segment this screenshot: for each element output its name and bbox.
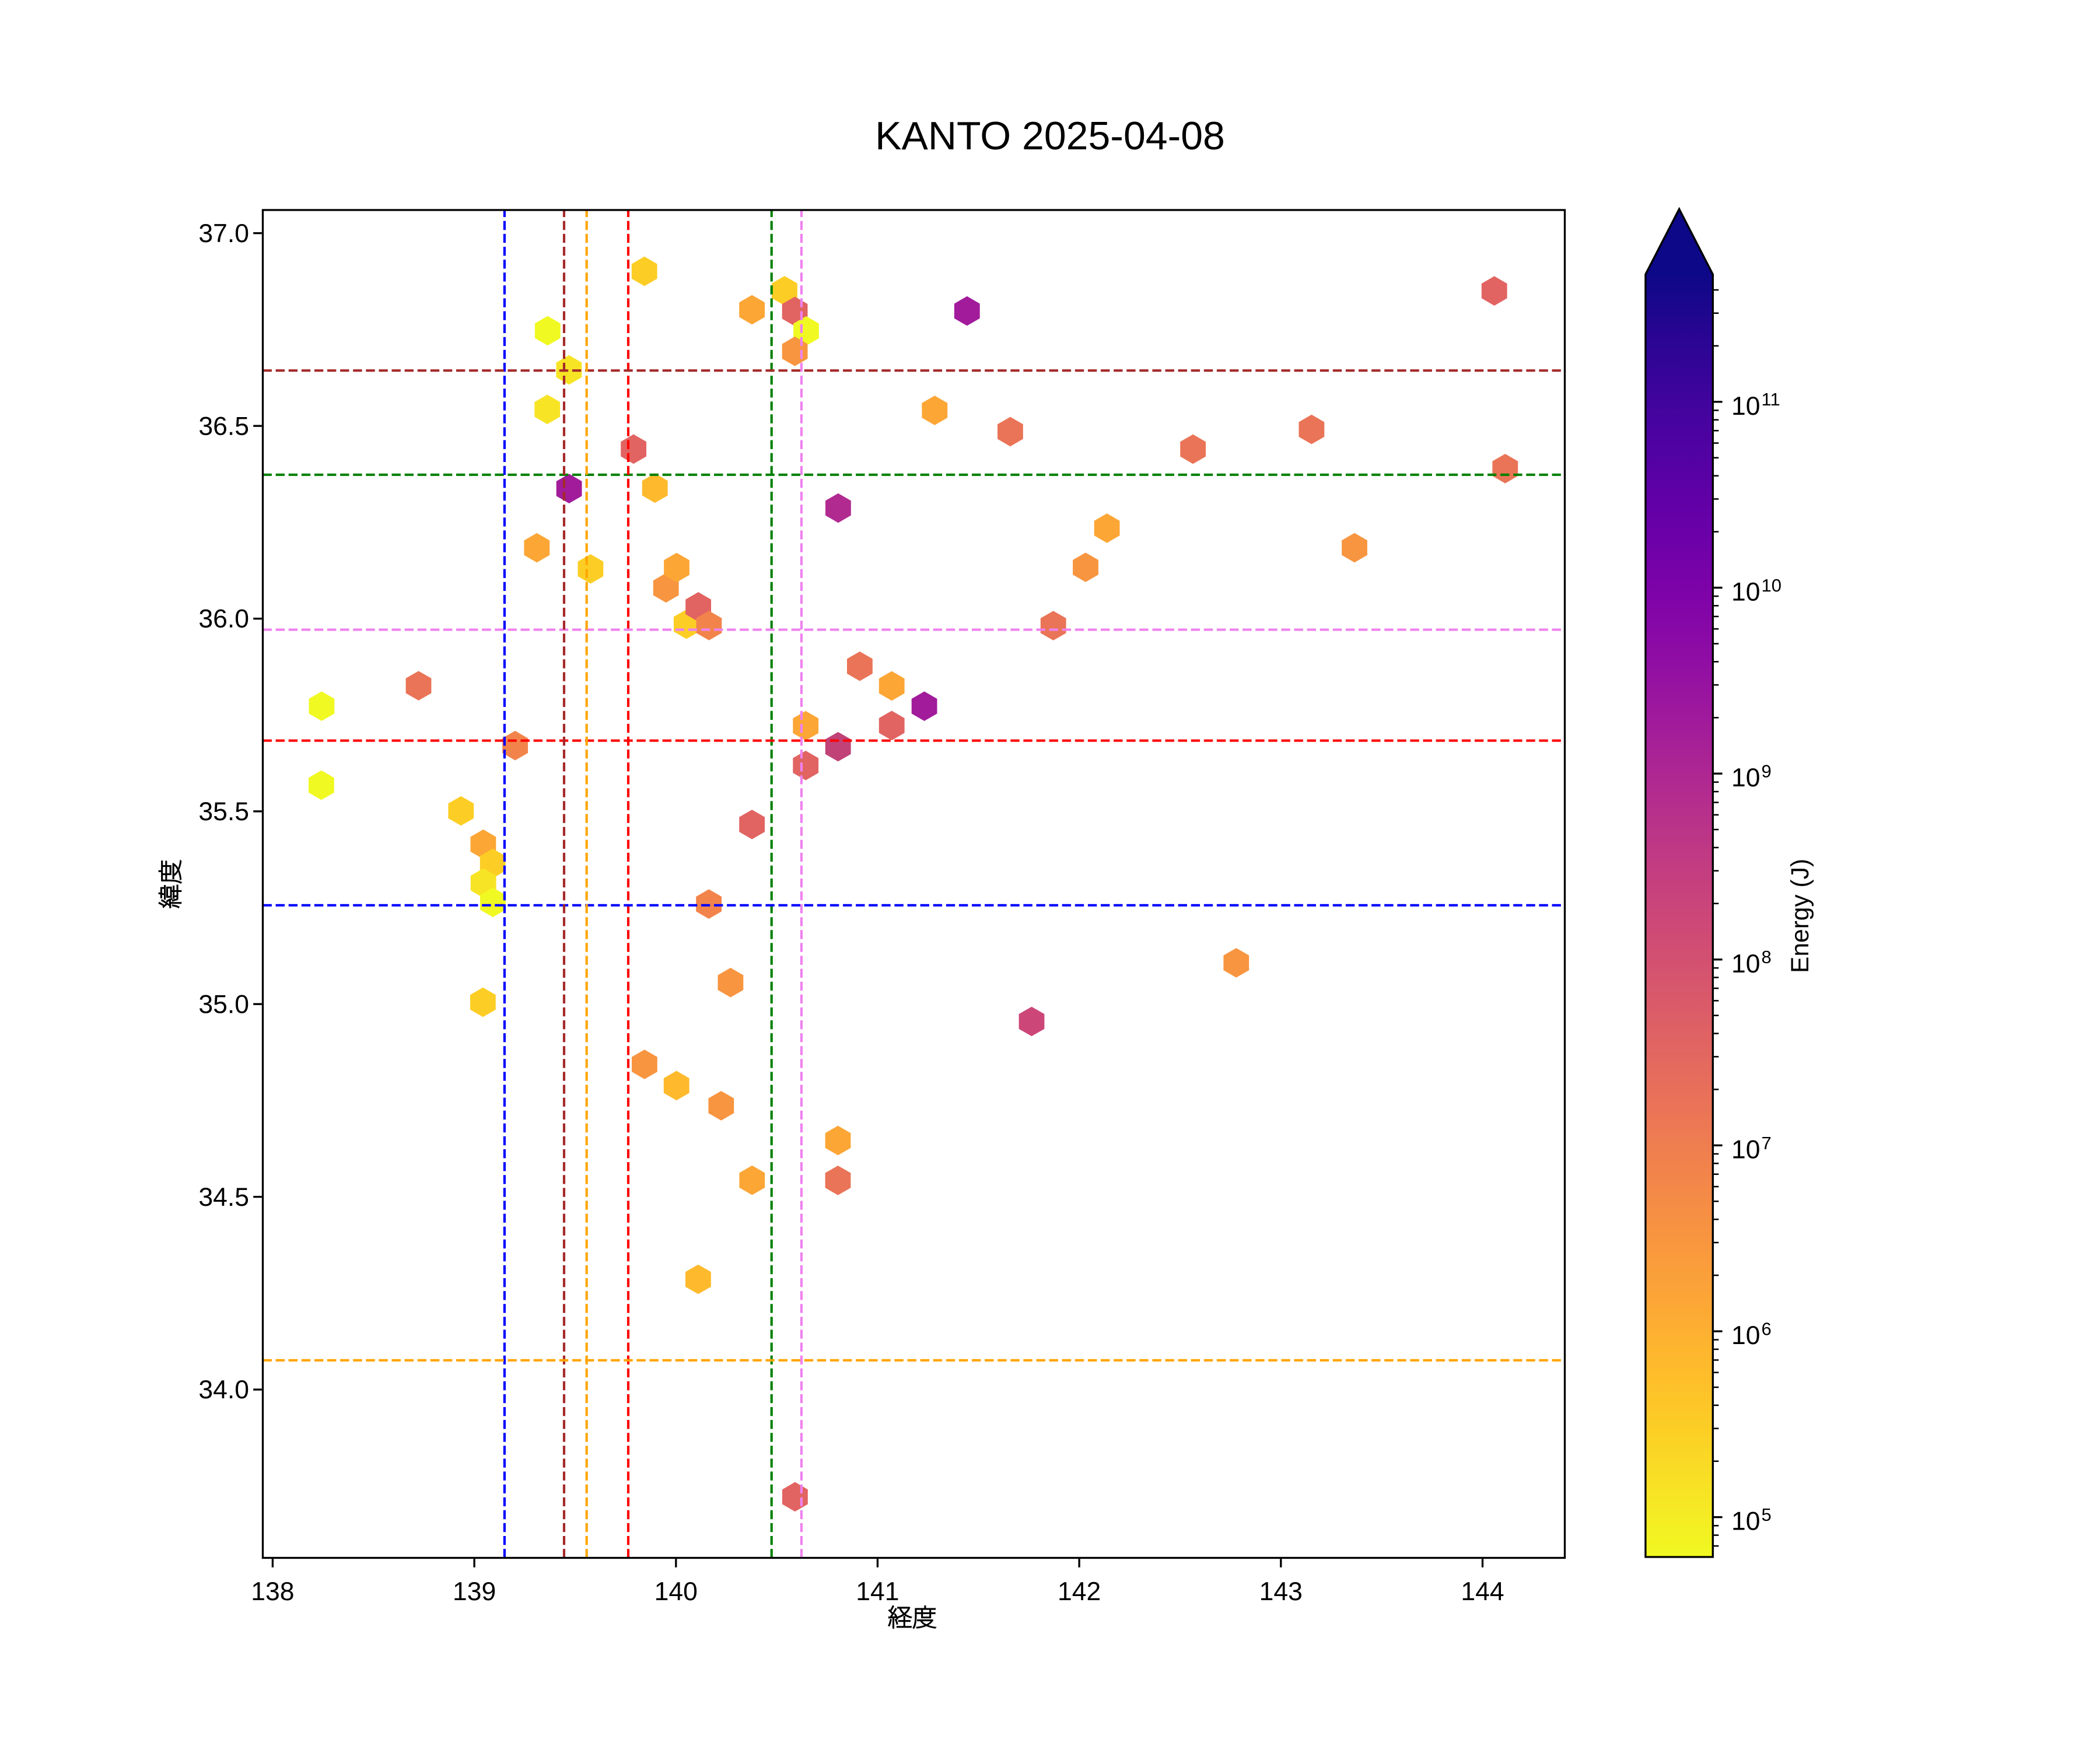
svg-text:37.0: 37.0 <box>198 219 249 248</box>
svg-text:140: 140 <box>654 1577 698 1606</box>
svg-text:Energy (J): Energy (J) <box>1787 859 1814 973</box>
svg-text:35.5: 35.5 <box>198 797 249 826</box>
svg-text:141: 141 <box>856 1577 899 1606</box>
svg-text:34.5: 34.5 <box>198 1183 249 1212</box>
svg-text:144: 144 <box>1461 1577 1504 1606</box>
svg-text:139: 139 <box>453 1577 496 1606</box>
svg-text:138: 138 <box>251 1577 294 1606</box>
svg-text:36.0: 36.0 <box>198 605 249 634</box>
svg-text:36.5: 36.5 <box>198 412 249 440</box>
svg-text:105: 105 <box>1731 1504 1772 1536</box>
svg-text:35.0: 35.0 <box>198 990 249 1019</box>
svg-text:143: 143 <box>1259 1577 1303 1606</box>
svg-text:KANTO 2025-04-08: KANTO 2025-04-08 <box>875 114 1225 158</box>
svg-text:142: 142 <box>1058 1577 1101 1606</box>
svg-text:34.0: 34.0 <box>198 1376 249 1404</box>
